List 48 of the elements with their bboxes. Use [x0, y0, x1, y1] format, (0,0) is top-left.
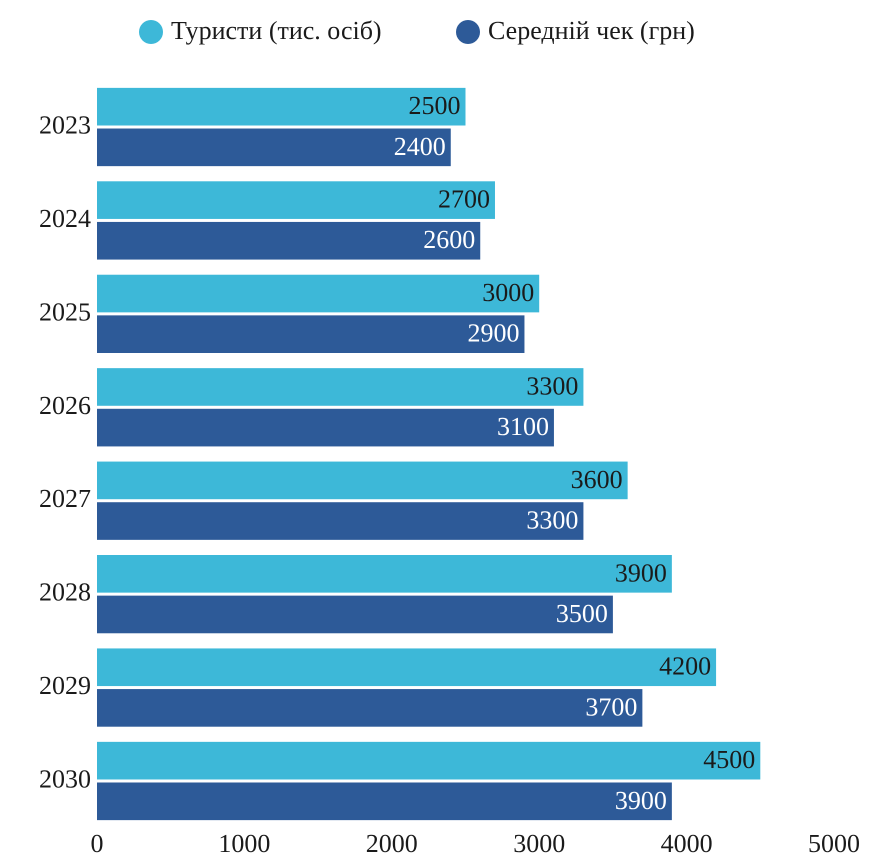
data-label: 3500 [556, 598, 608, 628]
bar [97, 274, 540, 312]
y-tick-label: 2024 [39, 204, 91, 233]
x-tick-label: 2000 [366, 829, 418, 858]
bar [97, 462, 628, 500]
y-tick-label: 2029 [39, 671, 91, 700]
data-label: 3700 [585, 692, 638, 722]
legend-label: Туристи (тис. осіб) [171, 16, 382, 45]
bar [97, 315, 524, 353]
bar [97, 502, 584, 540]
bar [97, 181, 495, 219]
y-tick-label: 2025 [39, 297, 91, 326]
x-tick-label: 3000 [513, 829, 566, 858]
data-label: 2400 [394, 132, 446, 161]
bar [97, 222, 480, 260]
legend-label: Середній чек (грн) [488, 16, 695, 45]
bar [97, 368, 584, 406]
bar [97, 782, 672, 820]
data-label: 2900 [467, 318, 520, 348]
bar [97, 596, 613, 634]
y-tick-label: 2026 [39, 390, 91, 420]
y-tick-label: 2030 [39, 764, 91, 794]
data-label: 2700 [438, 184, 490, 214]
data-label: 3300 [526, 506, 578, 534]
data-label: 2600 [423, 225, 476, 254]
x-tick-label: 0 [90, 829, 104, 858]
data-label: 3000 [482, 278, 534, 308]
bar [97, 648, 716, 686]
data-label: 3900 [614, 786, 667, 815]
bar [97, 689, 642, 727]
y-tick-label: 2027 [39, 484, 91, 514]
x-tick-label: 1000 [218, 829, 270, 858]
x-tick-label: 4000 [660, 829, 713, 858]
x-tick-label: 5000 [808, 829, 860, 858]
data-label: 3900 [614, 558, 667, 588]
data-label: 4500 [703, 745, 756, 774]
y-tick-label: 2023 [39, 110, 91, 140]
data-label: 3300 [526, 371, 578, 400]
bar [97, 88, 466, 126]
bar [97, 555, 672, 593]
bar [97, 128, 451, 166]
y-tick-label: 2028 [39, 578, 91, 607]
data-label: 3600 [570, 464, 623, 494]
bar [97, 408, 554, 446]
data-label: 3100 [496, 412, 549, 442]
bar [97, 742, 760, 780]
data-label: 4200 [659, 652, 712, 681]
data-label: 2500 [408, 91, 460, 120]
